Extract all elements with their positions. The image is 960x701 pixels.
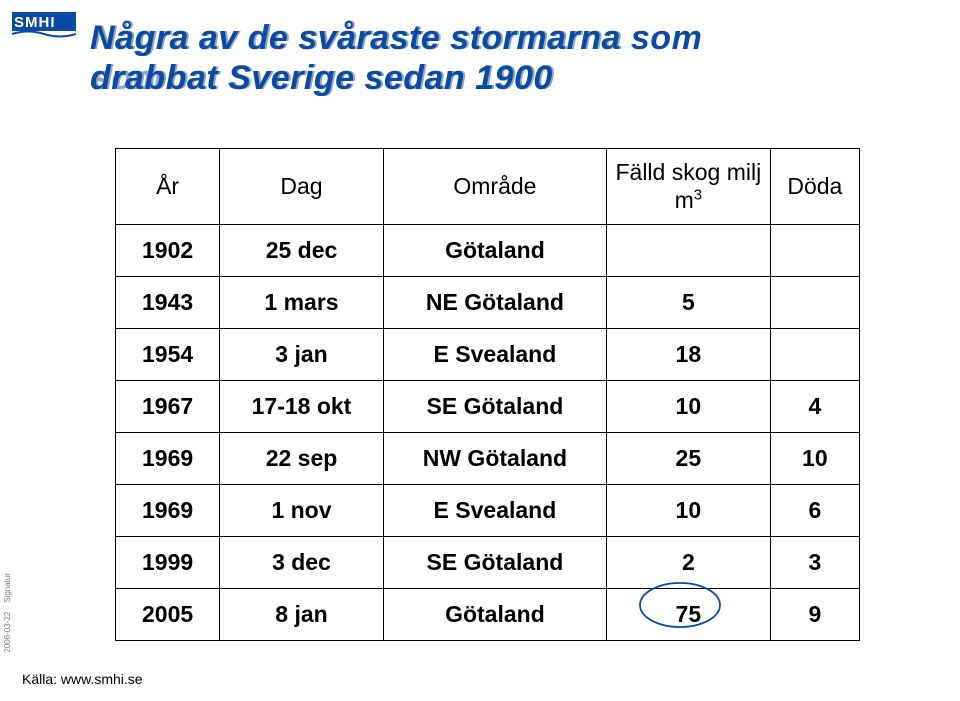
cell-dead: 4 — [770, 380, 859, 432]
cell-year: 1967 — [116, 380, 220, 432]
table-row: 1969 1 nov E Svealand 10 6 — [116, 484, 860, 536]
cell-year: 1999 — [116, 536, 220, 588]
cell-area: Götaland — [383, 224, 606, 276]
cell-day: 17-18 okt — [220, 380, 384, 432]
cell-day: 25 dec — [220, 224, 384, 276]
cell-year: 1969 — [116, 484, 220, 536]
table-header-row: År Dag Område Fälld skog milj m3 Döda — [116, 149, 860, 225]
cell-area: E Svealand — [383, 328, 606, 380]
table-row: 1967 17-18 okt SE Götaland 10 4 — [116, 380, 860, 432]
cell-year: 1954 — [116, 328, 220, 380]
cell-forest: 10 — [607, 484, 771, 536]
smhi-logo: SMHI — [12, 12, 76, 40]
side-date: 2006-03-22 — [3, 612, 12, 653]
col-header-year: År — [116, 149, 220, 225]
table-row: 1902 25 dec Götaland — [116, 224, 860, 276]
svg-text:SMHI: SMHI — [14, 14, 56, 31]
cell-dead: 3 — [770, 536, 859, 588]
cell-area: NE Götaland — [383, 276, 606, 328]
cell-dead: 9 — [770, 588, 859, 640]
cell-dead — [770, 276, 859, 328]
page-title: Några av de svåraste stormarna som Några… — [90, 18, 702, 98]
cell-area: Götaland — [383, 588, 606, 640]
cell-forest: 25 — [607, 432, 771, 484]
cell-dead: 6 — [770, 484, 859, 536]
col-header-area: Område — [383, 149, 606, 225]
table-body: 1902 25 dec Götaland 1943 1 mars NE Göta… — [116, 224, 860, 640]
cell-forest: 10 — [607, 380, 771, 432]
cell-day: 3 dec — [220, 536, 384, 588]
storms-table: År Dag Område Fälld skog milj m3 Döda 19… — [115, 148, 860, 641]
storms-table-container: År Dag Område Fälld skog milj m3 Döda 19… — [115, 148, 860, 641]
cell-forest: 18 — [607, 328, 771, 380]
cell-dead — [770, 328, 859, 380]
cell-area: SE Götaland — [383, 536, 606, 588]
cell-year: 1943 — [116, 276, 220, 328]
cell-forest: 75 — [607, 588, 771, 640]
cell-dead: 10 — [770, 432, 859, 484]
source-label: Källa: www.smhi.se — [22, 671, 143, 687]
cell-day: 1 mars — [220, 276, 384, 328]
cell-year: 1969 — [116, 432, 220, 484]
side-meta: 2006-03-22 Signatur — [2, 573, 15, 653]
title-line1: Några av de svåraste stormarna som — [90, 19, 702, 57]
cell-day: 22 sep — [220, 432, 384, 484]
cell-area: E Svealand — [383, 484, 606, 536]
table-row: 2005 8 jan Götaland 75 9 — [116, 588, 860, 640]
table-row: 1969 22 sep NW Götaland 25 10 — [116, 432, 860, 484]
table-row: 1943 1 mars NE Götaland 5 — [116, 276, 860, 328]
cell-area: NW Götaland — [383, 432, 606, 484]
forest-header-line1: Fälld skog milj — [615, 159, 761, 185]
title-line2: drabbat Sverige sedan 1900 — [90, 59, 553, 97]
forest-header-line2: m3 — [675, 187, 702, 213]
cell-year: 1902 — [116, 224, 220, 276]
cell-forest: 2 — [607, 536, 771, 588]
cell-dead — [770, 224, 859, 276]
table-row: 1999 3 dec SE Götaland 2 3 — [116, 536, 860, 588]
cell-forest: 5 — [607, 276, 771, 328]
col-header-day: Dag — [220, 149, 384, 225]
table-row: 1954 3 jan E Svealand 18 — [116, 328, 860, 380]
side-sig: Signatur — [3, 573, 12, 603]
cell-day: 3 jan — [220, 328, 384, 380]
col-header-dead: Döda — [770, 149, 859, 225]
col-header-forest: Fälld skog milj m3 — [607, 149, 771, 225]
cell-day: 8 jan — [220, 588, 384, 640]
cell-year: 2005 — [116, 588, 220, 640]
cell-area: SE Götaland — [383, 380, 606, 432]
cell-forest — [607, 224, 771, 276]
cell-day: 1 nov — [220, 484, 384, 536]
